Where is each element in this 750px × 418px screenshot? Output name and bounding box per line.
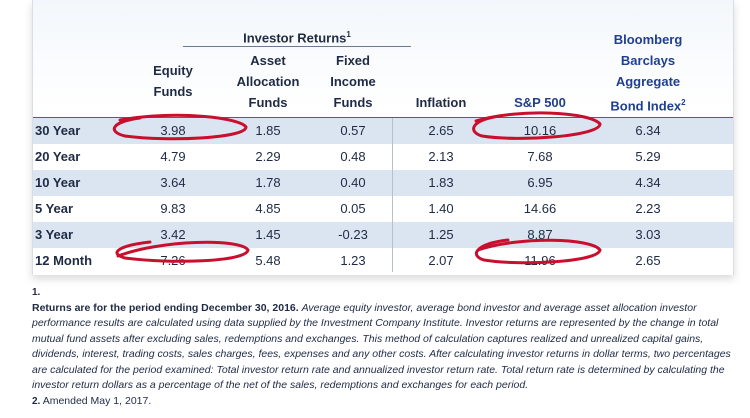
asset-value: 1.85 — [255, 123, 281, 138]
equity-value: 7.26 — [160, 253, 186, 268]
sp500-value: 14.66 — [523, 201, 557, 216]
inflation-value: 2.65 — [428, 123, 454, 138]
footnote-1-bold: Returns are for the period ending Decemb… — [32, 301, 299, 314]
footnote-1-text: Average equity investor, average bond in… — [32, 301, 731, 392]
fixed-value: 0.57 — [340, 123, 366, 138]
inflation-value: 1.25 — [428, 227, 454, 242]
inflation-value: 1.83 — [428, 175, 454, 190]
bond-value: 5.29 — [635, 149, 661, 164]
bond-value: 4.34 — [635, 175, 661, 190]
investor-returns-header: Investor Returns1 — [243, 30, 351, 46]
row-label: 20 Year — [35, 149, 81, 164]
footnote-1: 1. Returns are for the period ending Dec… — [32, 287, 731, 392]
inflation-value: 2.13 — [428, 149, 454, 164]
table-row: 10 Year 3.64 1.78 0.40 1.83 6.95 4.34 — [33, 170, 733, 196]
fixed-value: 1.23 — [340, 253, 366, 268]
row-label: 5 Year — [35, 201, 74, 216]
inflation-value: 1.40 — [428, 201, 454, 216]
row-label: 10 Year — [35, 175, 81, 190]
bond-value: 2.23 — [635, 201, 661, 216]
footnotes: 1. Returns are for the period ending Dec… — [32, 285, 737, 409]
sp500-header: S&P 500 — [514, 95, 566, 110]
equity-funds-header: Equity Funds — [153, 63, 193, 99]
fixed-value: 0.48 — [340, 149, 366, 164]
fixed-value: 0.40 — [340, 175, 366, 190]
sp500-value: 10.16 — [523, 123, 557, 138]
footnote-2: 2. Amended May 1, 2017. — [32, 394, 152, 407]
footnote-2-text: Amended May 1, 2017. — [42, 394, 152, 407]
asset-value: 1.45 — [255, 227, 281, 242]
sp500-value: 8.87 — [527, 227, 553, 242]
column-divider — [392, 118, 393, 272]
returns-table: Investor Returns1 Equity Funds Asset Alloc… — [32, 0, 734, 275]
table-row: 30 Year 3.98 1.85 0.57 2.65 10.16 6.34 — [33, 118, 733, 144]
sp500-value: 6.95 — [527, 175, 553, 190]
table-row: 3 Year 3.42 1.45 -0.23 1.25 8.87 3.03 — [33, 222, 733, 248]
asset-value: 5.48 — [255, 253, 281, 268]
asset-value: 4.85 — [255, 201, 281, 216]
fixed-income-header: Fixed Income Funds — [330, 53, 376, 110]
equity-value: 3.64 — [160, 175, 186, 190]
fixed-value: 0.05 — [340, 201, 366, 216]
table-row: 12 Month 7.26 5.48 1.23 2.07 11.96 2.65 — [33, 248, 733, 274]
table-row: 20 Year 4.79 2.29 0.48 2.13 7.68 5.29 — [33, 144, 733, 170]
bond-value: 2.65 — [635, 253, 661, 268]
bond-value: 3.03 — [635, 227, 661, 242]
inflation-value: 2.07 — [428, 253, 454, 268]
asset-allocation-header: Asset Allocation Funds — [236, 53, 300, 110]
row-label: 12 Month — [35, 253, 93, 268]
fixed-value: -0.23 — [338, 227, 368, 242]
asset-value: 1.78 — [255, 175, 281, 190]
equity-value: 4.79 — [160, 149, 186, 164]
equity-value: 3.42 — [160, 227, 186, 242]
group-underline — [183, 46, 411, 47]
row-label: 3 Year — [35, 227, 74, 242]
table-row: 5 Year 9.83 4.85 0.05 1.40 14.66 2.23 — [33, 196, 733, 222]
row-label: 30 Year — [35, 123, 81, 138]
sp500-value: 11.96 — [524, 253, 556, 268]
equity-value: 3.98 — [160, 123, 186, 138]
bond-value: 6.34 — [635, 123, 661, 138]
bloomberg-header: Bloomberg Barclays Aggregate Bond Index2 — [610, 32, 686, 114]
inflation-header: Inflation — [415, 95, 467, 110]
equity-value: 9.83 — [160, 201, 186, 216]
asset-value: 2.29 — [255, 149, 281, 164]
sp500-value: 7.68 — [527, 149, 553, 164]
